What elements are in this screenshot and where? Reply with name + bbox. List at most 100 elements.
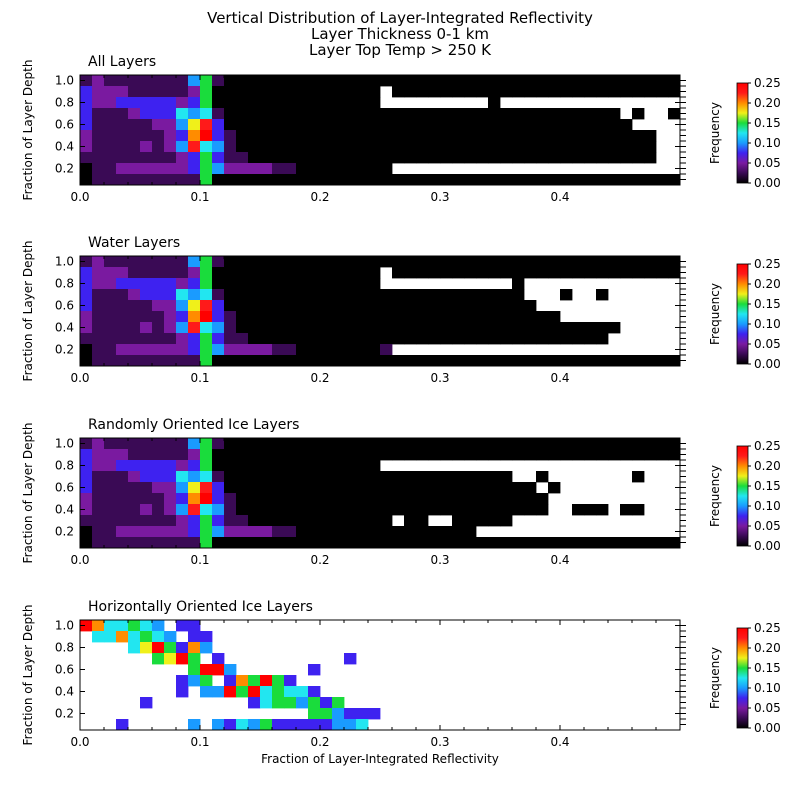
heatmap-cell: [188, 75, 201, 87]
heatmap-cell: [500, 152, 513, 164]
heatmap-cell: [116, 289, 129, 301]
heatmap-cell: [152, 300, 165, 312]
heatmap-cell: [200, 460, 213, 472]
heatmap-cell: [308, 152, 321, 164]
heatmap-cell: [452, 515, 465, 527]
heatmap-cell: [104, 631, 117, 643]
heatmap-cell: [224, 86, 237, 98]
heatmap-cell: [620, 267, 633, 279]
heatmap-cell: [128, 97, 141, 109]
heatmap-cell: [332, 515, 345, 527]
heatmap-cell: [404, 482, 417, 494]
heatmap-cell: [128, 163, 141, 175]
heatmap-cell: [116, 620, 129, 632]
heatmap-cell: [428, 355, 441, 367]
panel-title: All Layers: [88, 54, 156, 70]
heatmap-cell: [92, 311, 105, 323]
heatmap-cell: [536, 493, 549, 505]
heatmap-cell: [404, 256, 417, 268]
heatmap-cell: [512, 152, 525, 164]
heatmap-cell: [464, 300, 477, 312]
heatmap-cell: [212, 256, 225, 268]
heatmap-cell: [296, 515, 309, 527]
y-tick-label: 0.2: [55, 162, 74, 176]
heatmap-cell: [500, 289, 513, 301]
heatmap-cell: [632, 86, 645, 98]
heatmap-cell: [320, 108, 333, 120]
heatmap-cell: [260, 526, 273, 538]
heatmap-cell: [512, 108, 525, 120]
heatmap-cell: [440, 289, 453, 301]
heatmap-cell: [140, 300, 153, 312]
heatmap-cell: [476, 267, 489, 279]
heatmap-cell: [92, 438, 105, 450]
colorbar-tick-label: 0.10: [754, 136, 781, 150]
heatmap-cell: [668, 174, 681, 186]
heatmap-cell: [500, 267, 513, 279]
heatmap-cell: [296, 686, 309, 698]
heatmap-cell: [200, 537, 213, 549]
heatmap-cell: [200, 333, 213, 345]
heatmap-cell: [308, 300, 321, 312]
heatmap-cell: [452, 108, 465, 120]
heatmap-cell: [248, 174, 261, 186]
heatmap-cell: [548, 267, 561, 279]
heatmap-cell: [500, 355, 513, 367]
panel-0: [79, 74, 751, 186]
heatmap-cell: [620, 504, 633, 516]
heatmap-cell: [416, 152, 429, 164]
heatmap-cell: [452, 174, 465, 186]
heatmap-cell: [620, 141, 633, 153]
heatmap-cell: [488, 119, 501, 131]
heatmap-cell: [284, 675, 297, 687]
heatmap-cell: [80, 119, 93, 131]
heatmap-cell: [320, 449, 333, 461]
heatmap-cell: [452, 333, 465, 345]
heatmap-cell: [464, 86, 477, 98]
heatmap-cell: [344, 471, 357, 483]
heatmap-cell: [212, 355, 225, 367]
heatmap-cell: [500, 130, 513, 142]
heatmap-cell: [164, 300, 177, 312]
heatmap-cell: [284, 460, 297, 472]
heatmap-cell: [608, 267, 621, 279]
heatmap-cell: [404, 311, 417, 323]
heatmap-cell: [320, 130, 333, 142]
heatmap-cell: [308, 460, 321, 472]
heatmap-cell: [320, 438, 333, 450]
colorbar: [736, 263, 749, 365]
heatmap-cell: [584, 174, 597, 186]
heatmap-cell: [224, 163, 237, 175]
heatmap-cell: [212, 537, 225, 549]
heatmap-cell: [380, 322, 393, 334]
x-tick-label: 0.0: [70, 190, 89, 204]
heatmap-cell: [176, 620, 189, 632]
heatmap-cell: [464, 355, 477, 367]
heatmap-cell: [104, 333, 117, 345]
heatmap-cell: [212, 471, 225, 483]
heatmap-cell: [440, 493, 453, 505]
heatmap-cell: [524, 333, 537, 345]
heatmap-cell: [548, 119, 561, 131]
colorbar: [736, 445, 749, 547]
heatmap-cell: [284, 108, 297, 120]
heatmap-cell: [464, 537, 477, 549]
heatmap-cell: [536, 504, 549, 516]
heatmap-cell: [224, 438, 237, 450]
heatmap-cell: [416, 537, 429, 549]
heatmap-cell: [332, 152, 345, 164]
heatmap-cell: [596, 504, 609, 516]
heatmap-cell: [560, 449, 573, 461]
heatmap-cell: [224, 256, 237, 268]
heatmap-cell: [332, 130, 345, 142]
heatmap-cell: [176, 642, 189, 654]
heatmap-cell: [344, 322, 357, 334]
heatmap-cell: [488, 267, 501, 279]
heatmap-cell: [404, 289, 417, 301]
heatmap-cell: [488, 515, 501, 527]
heatmap-cell: [308, 719, 321, 731]
heatmap-cell: [212, 289, 225, 301]
heatmap-cell: [584, 322, 597, 334]
heatmap-cell: [116, 97, 129, 109]
heatmap-cell: [200, 311, 213, 323]
